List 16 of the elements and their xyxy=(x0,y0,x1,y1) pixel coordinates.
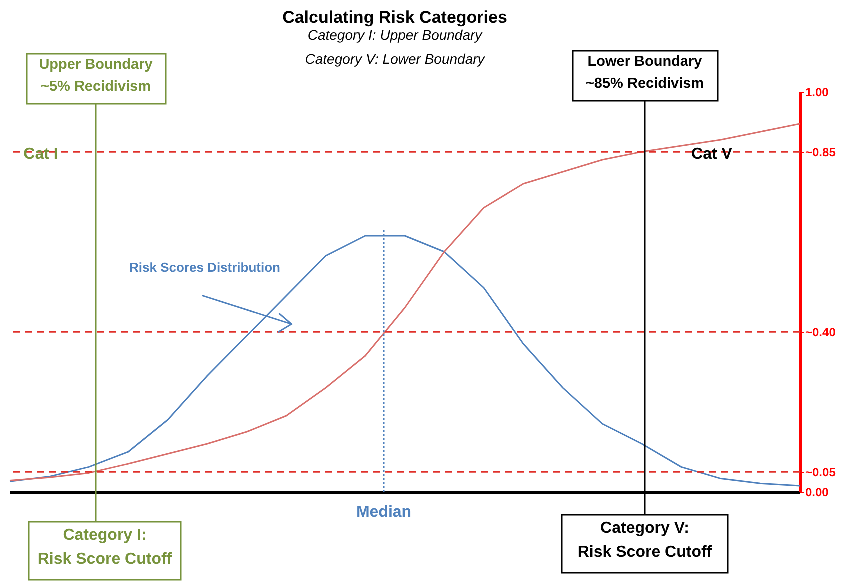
text: Median xyxy=(356,504,412,521)
y-tick-label: 0.00 xyxy=(806,486,830,500)
y-tick-label: 1.00 xyxy=(806,86,830,100)
line-series xyxy=(9,123,801,482)
y-tick-label: ~0.40 xyxy=(806,326,836,340)
y-tick-label: ~0.85 xyxy=(806,146,836,160)
annotation: Risk Scores Distribution xyxy=(130,260,281,275)
annotation: Cat I xyxy=(24,146,58,163)
chart-subtitle: Category I: Upper Boundary Category V: Lower Boundary xyxy=(305,27,486,67)
text: Category V: Risk Score Cutoff xyxy=(578,520,713,561)
chart-title: Calculating Risk Categories xyxy=(282,8,508,27)
text: Lower Boundary ~85% Recidivism xyxy=(586,54,704,92)
annotation: Upper Boundary ~5% Recidivism xyxy=(39,57,153,95)
text: Category I: Risk Score Cutoff xyxy=(38,527,173,568)
y-tick-label: ~0.05 xyxy=(806,466,836,480)
annotation: Cat V xyxy=(692,146,733,163)
